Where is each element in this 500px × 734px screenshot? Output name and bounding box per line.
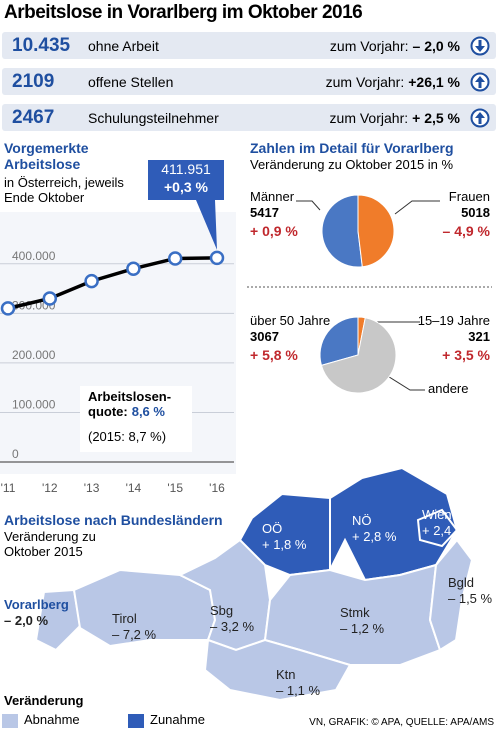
stat-value: 10.435 (12, 34, 71, 56)
callout-box (148, 160, 224, 250)
callout-text: +0,3 % (164, 179, 209, 195)
stat-change: – 2,0 % (412, 37, 460, 54)
stat-value: 2109 (12, 70, 55, 92)
region (203, 638, 352, 702)
x-tick-label: '14 (126, 481, 142, 495)
page-title: Arbeitslose in Vorarlberg im Oktober 201… (4, 2, 363, 23)
legend-title: Veränderung (4, 693, 84, 708)
region-name: NÖ (352, 513, 372, 528)
slice-label: Männer (250, 189, 295, 204)
legend-swatch (2, 714, 18, 728)
stat-row: 10.435 ohne Arbeit zum Vorjahr: – 2,0 % (2, 32, 496, 59)
annotation-value: 8,6 % (131, 403, 165, 419)
region-name: Vorarlberg (4, 597, 69, 612)
trend-icon (470, 72, 490, 91)
annotation-previous: (2015: 8,7 %) (88, 429, 167, 444)
stat-label: Schulungsteilnehmer (88, 109, 219, 126)
region-name: Stmk (340, 605, 370, 620)
slice-change: + 3,5 % (442, 347, 490, 363)
y-tick-label: 100.000 (12, 397, 56, 411)
pie-slice (320, 317, 397, 394)
value-label: 411.951 (161, 161, 211, 177)
point (167, 251, 183, 266)
region-name: Wien (422, 507, 452, 522)
region-name: Bgld (448, 575, 475, 590)
stat-value: 2467 (12, 106, 55, 128)
annotation-label: Arbeitslosen-quote: 8,6 % (88, 389, 184, 420)
region-name: OÖ (262, 521, 283, 536)
legend-label: Zunahme (150, 712, 205, 727)
region-change: + 2,8 % (352, 529, 397, 544)
x-tick-label: '12 (42, 481, 58, 495)
stat-row: 2109 offene Stellen zum Vorjahr: +26,1 % (2, 68, 496, 95)
slice-label: über 50 Jahre (250, 313, 331, 328)
region-name: Ktn (276, 667, 296, 682)
region-change: – 3,2 % (210, 619, 255, 634)
map-title: Arbeitslose nach Bundesländern (4, 512, 223, 528)
slice-label: Frauen (448, 189, 490, 204)
stat-label: ohne Arbeit (88, 37, 159, 54)
x-tick-label: '13 (84, 481, 100, 495)
region-name: Tirol (112, 611, 137, 626)
stat-change: + 2,5 % (412, 109, 460, 126)
footer: VN, GRAFIK: © APA, QUELLE: APA/AMS (309, 717, 494, 728)
slice-value: 3067 (250, 329, 279, 344)
annotation-box (80, 386, 192, 452)
connector (296, 200, 321, 211)
stat-change-label: zum Vorjahr: (329, 37, 409, 54)
region-change: – 2,0 % (4, 613, 49, 628)
y-tick-label: 400.000 (12, 249, 56, 263)
slice-label: andere (428, 381, 469, 396)
stat-label: offene Stellen (88, 73, 174, 90)
region-change: – 1,5 % (448, 591, 493, 606)
x-tick-label: '16 (209, 481, 225, 495)
legend-label: Abnahme (24, 712, 80, 727)
stat-change-label: zum Vorjahr: (329, 109, 409, 126)
stat-row: 2467 Schulungsteilnehmer zum Vorjahr: + 2,5… (2, 104, 496, 131)
pie-slice (357, 194, 395, 268)
pie-slice (319, 316, 359, 366)
point (126, 261, 141, 276)
stat-change: +26,1 % (408, 73, 460, 90)
region-change: – 7,2 % (112, 627, 157, 642)
point (42, 291, 58, 306)
map-subtitle: Veränderung zu Oktober 2015 (4, 529, 96, 559)
region-change: – 1,2 % (340, 621, 385, 636)
x-tick-label: '15 (167, 481, 183, 495)
point (0, 301, 16, 316)
point (84, 273, 99, 289)
connector (394, 200, 440, 215)
slice-value: 5417 (250, 205, 279, 220)
slice-change: – 4,9 % (442, 223, 490, 239)
pie-slice (321, 194, 363, 268)
region (416, 508, 459, 548)
slice-label: 15–19 Jahre (417, 313, 490, 328)
slice-value: 5018 (461, 205, 490, 220)
region (34, 588, 82, 652)
trend-icon (470, 36, 490, 55)
chart-subtitle: in Österreich, jeweils Ende Oktober (4, 175, 124, 205)
legend-swatch (128, 714, 144, 728)
chart-title: Vorgemerkte Arbeitslose (4, 140, 89, 173)
stat-change-label: zum Vorjahr: (325, 73, 405, 90)
y-tick-label: 0 (12, 447, 19, 461)
point (209, 250, 225, 266)
region-change: – 1,1 % (276, 683, 321, 698)
y-tick-label: 200.000 (12, 348, 56, 362)
region-change: + 2,4 % (422, 523, 467, 538)
region-change: + 1,8 % (262, 537, 307, 552)
slice-change: + 0,9 % (250, 223, 298, 239)
region-name: Sbg (210, 603, 234, 618)
chart-subtitle: Veränderung zu Oktober 2015 in % (250, 157, 454, 172)
slice-change: + 5,8 % (250, 347, 298, 363)
region (428, 538, 474, 652)
x-tick-label: '11 (1, 481, 16, 495)
annotation-label: Arbeitslosen-quote: (88, 389, 172, 419)
trend-icon (470, 108, 490, 127)
slice-value: 321 (468, 329, 490, 344)
connector (385, 374, 425, 391)
chart-title: Zahlen im Detail für Vorarlberg (250, 140, 454, 156)
